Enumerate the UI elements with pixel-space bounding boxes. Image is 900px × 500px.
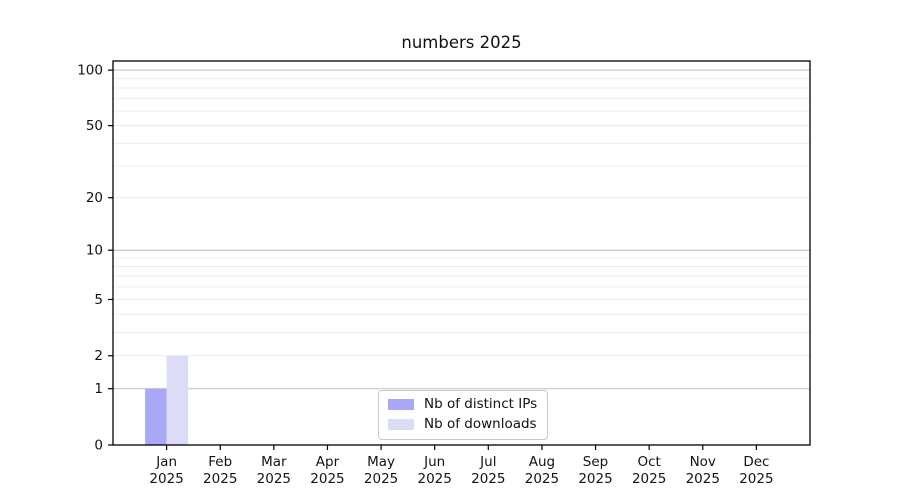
x-tick-label-month-feb: Feb: [208, 454, 232, 470]
y-tick-label-0: 0: [94, 437, 103, 453]
x-tick-label-month-may: May: [367, 454, 395, 470]
bar-jan-series1: [166, 355, 189, 445]
x-tick-label-month-jul: Jul: [479, 454, 496, 470]
x-tick-label-year-feb: 2025: [203, 471, 237, 487]
legend-label-downloads: Nb of downloads: [424, 415, 537, 432]
chart-title: numbers 2025: [401, 33, 522, 52]
x-tick-label-month-jun: Jun: [423, 454, 445, 470]
x-tick-label-year-jan: 2025: [149, 471, 183, 487]
x-tick-label-year-oct: 2025: [632, 471, 666, 487]
legend-label-distinct-ips: Nb of distinct IPs: [424, 395, 538, 412]
bar-jan-series0: [145, 388, 167, 445]
y-tick-label-2: 2: [94, 348, 103, 364]
x-tick-label-month-sep: Sep: [583, 454, 608, 470]
x-tick-label-month-apr: Apr: [316, 454, 340, 470]
x-tick-label-month-oct: Oct: [637, 454, 660, 470]
x-tick-label-month-dec: Dec: [743, 454, 769, 470]
x-tick-label-year-nov: 2025: [686, 471, 720, 487]
legend-item-distinct-ips: Nb of distinct IPs: [388, 396, 537, 413]
x-tick-label-year-may: 2025: [364, 471, 398, 487]
x-tick-label-year-dec: 2025: [739, 471, 773, 487]
y-tick-label-10: 10: [86, 243, 103, 259]
x-tick-label-month-jan: Jan: [155, 454, 177, 470]
y-tick-label-5: 5: [94, 292, 103, 308]
legend: Nb of distinct IPs Nb of downloads: [378, 390, 549, 440]
x-tick-label-year-jul: 2025: [471, 471, 505, 487]
x-tick-label-month-aug: Aug: [529, 454, 555, 470]
y-tick-label-50: 50: [86, 118, 103, 134]
x-tick-label-month-nov: Nov: [690, 454, 716, 470]
y-tick-label-100: 100: [77, 63, 103, 79]
x-tick-label-month-mar: Mar: [261, 454, 287, 470]
x-tick-label-year-apr: 2025: [310, 471, 344, 487]
y-tick-label-1: 1: [94, 381, 103, 397]
x-tick-label-year-aug: 2025: [525, 471, 559, 487]
legend-swatch-distinct-ips-icon: [388, 399, 414, 410]
legend-swatch-downloads-icon: [388, 419, 414, 430]
plot-border: [112, 60, 811, 446]
legend-item-downloads: Nb of downloads: [388, 416, 537, 433]
x-tick-label-year-mar: 2025: [257, 471, 291, 487]
y-tick-label-20: 20: [86, 190, 103, 206]
x-tick-label-year-sep: 2025: [578, 471, 612, 487]
x-tick-label-year-jun: 2025: [418, 471, 452, 487]
